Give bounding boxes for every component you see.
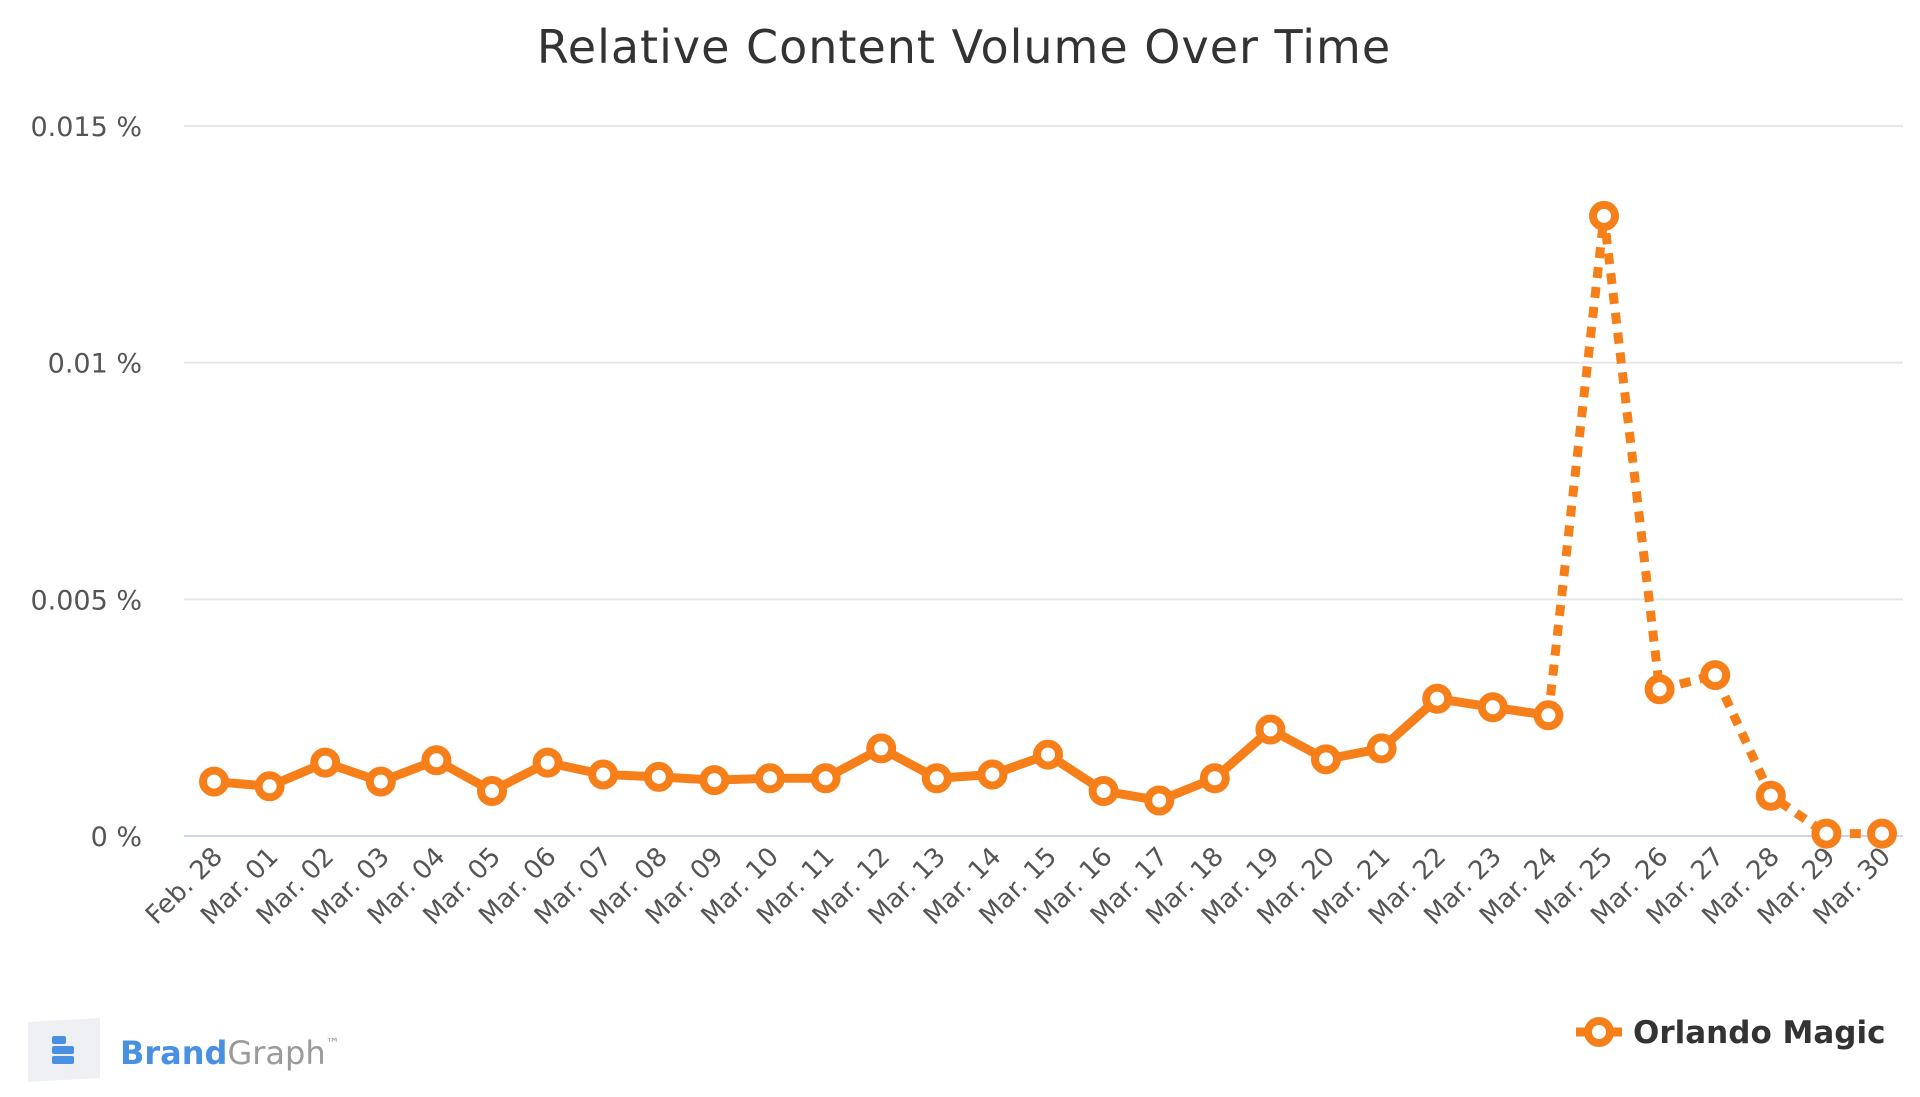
logo-bar-icon	[52, 1046, 74, 1054]
y-tick-label: 0.01 %	[48, 349, 142, 380]
legend-label-orlando-magic: Orlando Magic	[1633, 1015, 1886, 1051]
data-point[interactable]	[1644, 674, 1675, 705]
brand-word-graph: Graph	[227, 1034, 325, 1072]
data-point[interactable]	[1589, 200, 1619, 231]
data-point[interactable]	[421, 745, 452, 776]
data-point[interactable]	[1533, 700, 1564, 731]
legend-marker-icon	[1584, 1017, 1614, 1047]
data-point[interactable]	[254, 771, 285, 802]
data-point[interactable]	[977, 759, 1008, 790]
data-point[interactable]	[1867, 818, 1897, 849]
data-point[interactable]	[921, 763, 952, 794]
legend[interactable]: Orlando Magic	[1576, 1015, 1886, 1051]
brand-trademark: ™	[326, 1036, 340, 1052]
data-point[interactable]	[1088, 776, 1119, 807]
data-point[interactable]	[199, 766, 229, 797]
data-point[interactable]	[699, 765, 730, 796]
y-tick-label: 0 %	[91, 822, 142, 853]
y-tick-label: 0.015 %	[30, 112, 142, 143]
data-point[interactable]	[1755, 780, 1786, 811]
data-point[interactable]	[1033, 739, 1063, 770]
series-orlando-magic	[199, 200, 1897, 849]
y-axis: 0 % 0.005 % 0.01 % 0.015 %	[30, 112, 142, 853]
data-point[interactable]	[1477, 692, 1508, 723]
data-point[interactable]	[810, 763, 841, 794]
brand-wordmark: BrandGraph™	[120, 1034, 340, 1072]
data-point[interactable]	[477, 776, 507, 807]
data-point[interactable]	[1422, 683, 1453, 714]
data-point[interactable]	[755, 763, 785, 794]
data-point[interactable]	[1311, 744, 1341, 775]
data-point[interactable]	[1144, 785, 1175, 816]
data-point[interactable]	[1199, 763, 1230, 794]
data-point[interactable]	[532, 747, 563, 778]
chart-title: Relative Content Volume Over Time	[537, 20, 1391, 74]
data-point[interactable]	[1811, 818, 1842, 849]
data-point[interactable]	[365, 766, 396, 797]
logo-bar-icon	[52, 1036, 66, 1044]
data-point[interactable]	[310, 747, 341, 778]
data-point[interactable]	[1255, 714, 1286, 745]
grid-lines	[184, 125, 1903, 837]
data-point[interactable]	[643, 761, 674, 792]
data-point[interactable]	[588, 759, 619, 790]
brand-word-brand: Brand	[120, 1034, 227, 1072]
data-point[interactable]	[1700, 660, 1731, 691]
logo-bar-icon	[52, 1056, 74, 1064]
data-point[interactable]	[866, 733, 897, 764]
brandgraph-logo: BrandGraph™	[28, 1018, 340, 1082]
data-point[interactable]	[1366, 733, 1397, 764]
y-tick-label: 0.005 %	[30, 585, 142, 616]
series-line-dashed	[1543, 211, 1882, 839]
